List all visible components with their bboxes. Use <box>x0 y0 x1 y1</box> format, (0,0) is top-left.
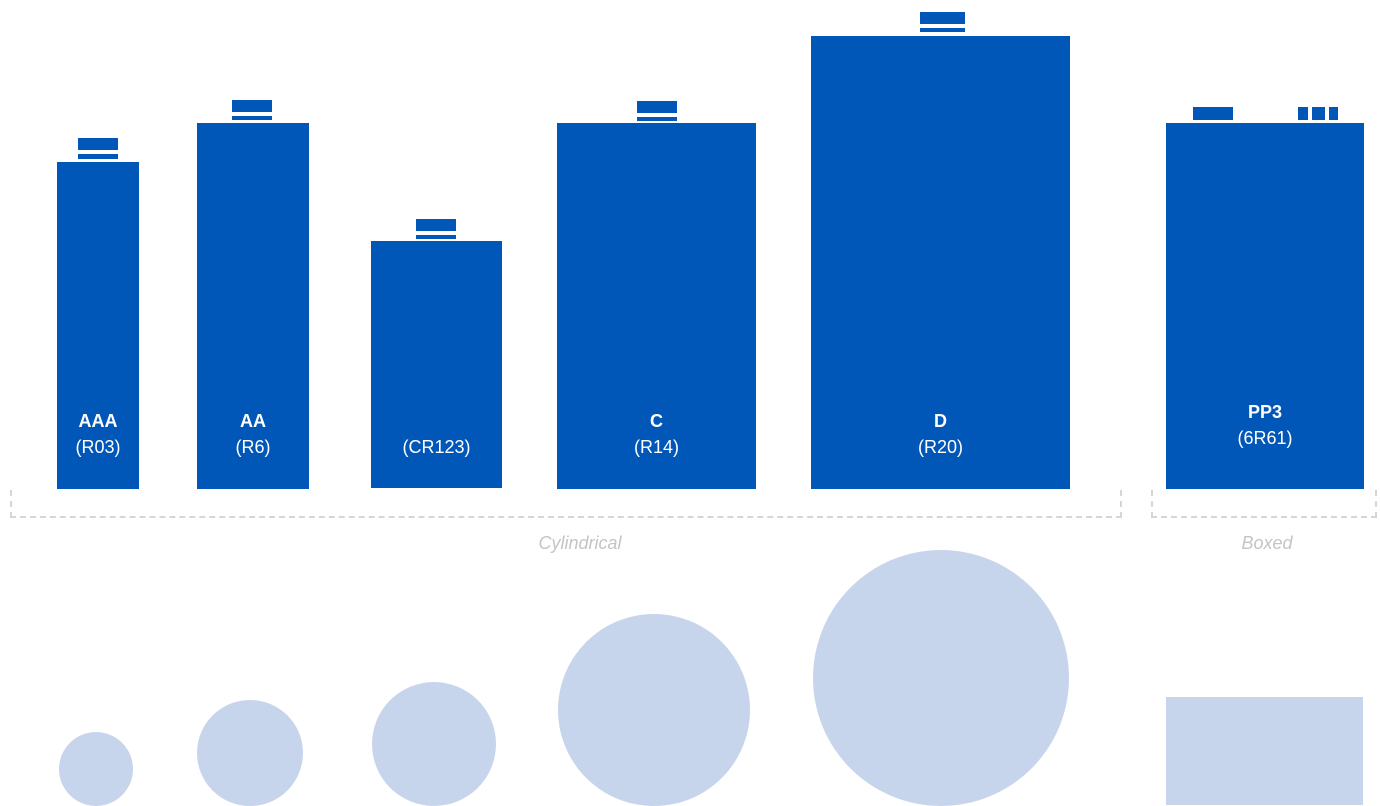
battery-d-code: (R20) <box>917 437 963 457</box>
footprint-c <box>558 614 750 806</box>
battery-d-terminal-ring <box>920 28 965 32</box>
battery-cr123-terminal-ring <box>416 235 456 239</box>
battery-aaa-label: AAA (R03) <box>57 408 139 460</box>
battery-cr123-code: (CR123) <box>402 437 471 457</box>
battery-cr123-label: (CR123) <box>371 434 502 460</box>
battery-pp3-label: PP3 (6R61) <box>1166 399 1364 451</box>
battery-cr123: (CR123) <box>371 241 502 488</box>
battery-aa-terminal-cap <box>232 100 272 112</box>
battery-pp3-terminal-hex-1 <box>1298 107 1308 120</box>
battery-pp3-name: PP3 <box>1247 402 1283 422</box>
battery-d-label: D (R20) <box>811 408 1070 460</box>
battery-aa-terminal-ring <box>232 116 272 120</box>
footprint-d <box>813 550 1069 806</box>
battery-aa-code: (R6) <box>235 437 271 457</box>
battery-aa-label: AA (R6) <box>197 408 309 460</box>
battery-aa-name: AA <box>240 411 266 431</box>
battery-pp3-terminal-round <box>1193 107 1233 120</box>
footprint-aaa <box>59 732 133 806</box>
boxed-group-bracket <box>1151 490 1377 518</box>
boxed-group-label: Boxed <box>1241 533 1293 553</box>
battery-c-terminal-cap <box>637 101 677 113</box>
battery-d: D (R20) <box>811 36 1070 489</box>
battery-d-terminal-cap <box>920 12 965 24</box>
battery-aaa-terminal-cap <box>78 138 118 150</box>
battery-c-label: C (R14) <box>557 408 756 460</box>
battery-d-name: D <box>934 411 947 431</box>
battery-pp3-code: (6R61) <box>1237 428 1293 448</box>
cylindrical-group-label: Cylindrical <box>538 533 622 553</box>
battery-aaa-code: (R03) <box>75 437 121 457</box>
battery-pp3: PP3 (6R61) <box>1166 123 1364 489</box>
cylindrical-group-bracket <box>10 490 1122 518</box>
battery-aaa-terminal-ring <box>78 154 118 159</box>
battery-pp3-terminal-hex-2 <box>1312 107 1325 120</box>
battery-pp3-terminal-hex-3 <box>1329 107 1338 120</box>
battery-aaa-name: AAA <box>78 411 118 431</box>
footprint-aa <box>197 700 303 806</box>
battery-c-code: (R14) <box>633 437 679 457</box>
battery-cr123-terminal-cap <box>416 219 456 231</box>
footprint-cr123 <box>372 682 496 806</box>
battery-aa: AA (R6) <box>197 123 309 489</box>
battery-c-terminal-ring <box>637 117 677 121</box>
battery-c-name: C <box>650 411 663 431</box>
battery-aaa: AAA (R03) <box>57 162 139 489</box>
footprint-pp3 <box>1166 697 1363 805</box>
battery-c: C (R14) <box>557 123 756 489</box>
